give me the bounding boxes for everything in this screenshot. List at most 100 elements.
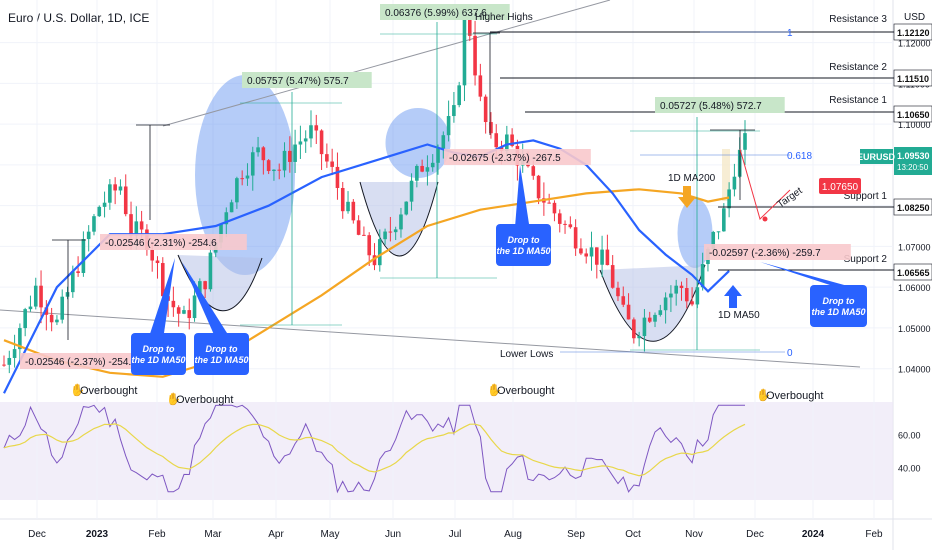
candle-body — [430, 162, 435, 168]
candle-body — [23, 309, 27, 329]
candle-body — [531, 166, 536, 176]
candle-body — [44, 307, 49, 315]
candle-body — [632, 319, 636, 339]
callout-text: Drop to — [143, 344, 175, 354]
candle-body — [473, 35, 477, 76]
candle-body — [123, 186, 128, 215]
candle-body — [240, 178, 244, 180]
target-price-badge — [819, 178, 861, 194]
candle-body — [716, 231, 721, 233]
resistance-1-price: 1.10650 — [897, 110, 930, 120]
candle-body — [674, 285, 678, 294]
candle-body — [76, 271, 80, 273]
candle-body — [7, 357, 12, 365]
candle-body — [367, 235, 372, 256]
overbought-label: Overbought — [497, 385, 554, 397]
candle-body — [595, 247, 599, 265]
support-1-price: 1.08250 — [897, 203, 930, 213]
callout-pointer — [760, 262, 845, 285]
candle-body — [563, 223, 567, 225]
candle-body — [700, 264, 705, 288]
callout-text: Drop to — [508, 235, 540, 245]
fib-1-label: 1 — [787, 28, 793, 39]
current-price-price: 1.09530 — [897, 151, 930, 161]
candle-body — [377, 239, 382, 266]
resistance-1-badge — [893, 105, 932, 123]
candle-body — [722, 208, 726, 232]
candle-body — [39, 285, 43, 308]
overbought-icon: ✋ — [756, 388, 771, 402]
candle-body — [605, 249, 610, 266]
candle-body — [266, 160, 271, 172]
candle-body — [139, 221, 144, 230]
candle-body — [478, 75, 483, 97]
candle-body — [669, 293, 673, 298]
ma200-arrow — [678, 186, 696, 208]
target-point — [762, 216, 768, 222]
price-tick: 1.05000 — [898, 324, 931, 334]
candle-body — [351, 201, 356, 221]
overbought-icon: ✋ — [70, 383, 85, 397]
candle-body — [727, 189, 731, 209]
drop-label: -0.02546 (-2.37%) -254.6 — [25, 357, 137, 368]
candle-body — [113, 184, 117, 191]
candle-body — [446, 116, 451, 136]
time-tick: Nov — [685, 529, 703, 540]
level-label: Resistance 1 — [829, 95, 887, 106]
callout-pointer — [515, 165, 529, 224]
candle-body — [97, 206, 102, 217]
candle-body — [637, 336, 641, 339]
symbol-badge — [860, 149, 893, 164]
time-tick: Mar — [204, 529, 222, 540]
ma200-label: 1D MA200 — [668, 173, 716, 184]
drop-box — [100, 234, 247, 250]
candle-body — [18, 328, 22, 350]
resistance-2-badge — [893, 69, 932, 87]
symbol-label: EURUSD — [857, 152, 896, 162]
time-tick: Feb — [865, 529, 883, 540]
higher-highs-label: Higher Highs — [475, 12, 533, 23]
candle-body — [150, 249, 154, 261]
price-tick: 1.04000 — [898, 365, 931, 375]
level-label: Resistance 3 — [829, 14, 887, 25]
callout-box — [194, 333, 249, 375]
candle-body — [60, 296, 65, 320]
candle-body — [192, 295, 197, 319]
time-axis: Dec 2023 Feb Mar Apr May Jun Jul Aug Sep Oct Nov Dec… — [28, 529, 883, 540]
support-2-badge — [893, 263, 932, 281]
overbought-icon: ✋ — [166, 392, 181, 406]
drop-label: -0.02675 (-2.37%) -267.5 — [449, 153, 561, 164]
candle-body — [536, 175, 541, 199]
candle-body — [303, 138, 308, 142]
cup-fill — [178, 255, 262, 311]
candle-body — [340, 187, 345, 212]
candle-body — [33, 285, 38, 307]
candle-body — [393, 229, 398, 233]
candle-body — [663, 297, 668, 311]
support-1-badge — [893, 198, 932, 216]
trend-line-upper — [162, 0, 611, 127]
candle-body — [626, 304, 631, 320]
candle-body — [399, 214, 403, 230]
candle-body — [250, 152, 255, 176]
callout-pointer — [150, 258, 175, 333]
candle-body — [573, 227, 578, 249]
candle-body — [235, 178, 239, 203]
candle-body — [309, 125, 313, 139]
candle-body — [325, 154, 329, 162]
overbought-icon: ✋ — [487, 383, 502, 397]
candle-body — [642, 317, 647, 337]
candle-body — [452, 105, 456, 117]
candle-body — [208, 252, 213, 290]
callout-box — [496, 224, 551, 266]
current-price-time: 13:20:50 — [897, 163, 929, 172]
candle-body — [298, 141, 303, 145]
price-tick: 1.12000 — [898, 39, 931, 49]
callout-text: the 1D MA50 — [131, 355, 185, 365]
candle-body — [245, 175, 250, 179]
time-tick: Jun — [385, 529, 401, 540]
annotations-over: Resistance 3 Resistance 2 Resistance 1 Supp… — [20, 4, 895, 375]
callout-text: Drop to — [206, 344, 238, 354]
price-tick: 1.10000 — [898, 120, 931, 130]
